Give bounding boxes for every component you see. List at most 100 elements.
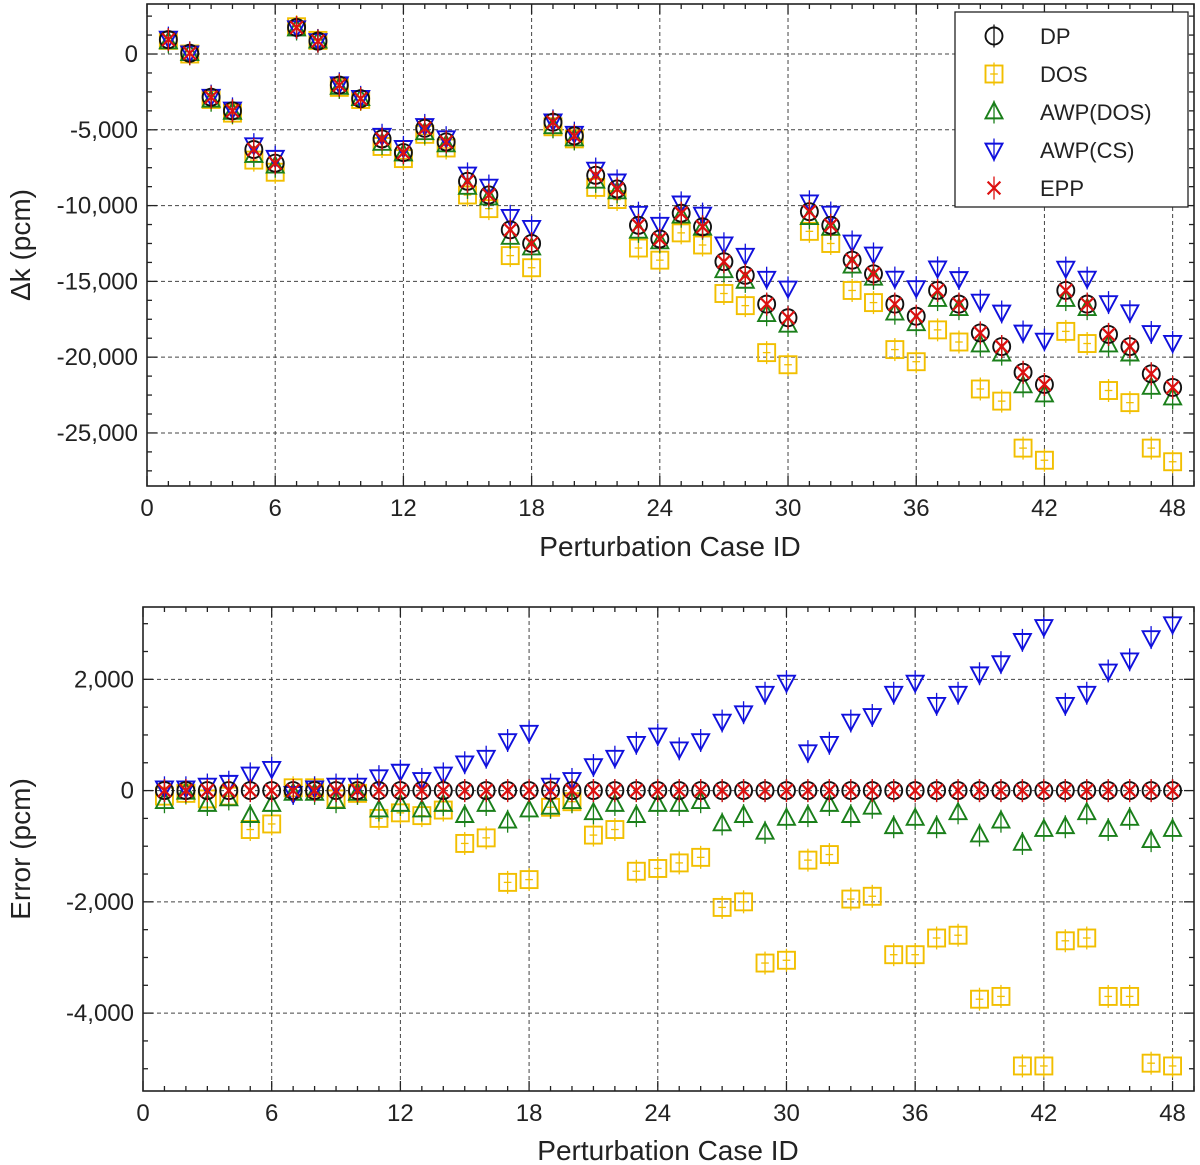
- legend-label: AWP(CS): [1040, 138, 1135, 163]
- data-point-awp-dos-: [240, 804, 261, 828]
- axis-ticks: [146, 4, 1195, 486]
- data-point-epp: [822, 779, 837, 803]
- data-point-epp: [994, 335, 1009, 359]
- data-point-awp-cs-: [840, 709, 861, 733]
- data-point-dos: [798, 848, 818, 872]
- data-point-epp: [371, 779, 387, 803]
- data-point-epp: [1058, 779, 1073, 803]
- data-point-dos: [669, 851, 689, 875]
- data-point-awp-dos-: [776, 806, 797, 830]
- data-point-epp: [802, 200, 817, 224]
- x-tick-label: 18: [516, 1100, 543, 1127]
- data-point-awp-dos-: [411, 798, 432, 822]
- y-tick-label: 0: [121, 778, 134, 805]
- data-point-dos: [884, 943, 904, 967]
- data-point-awp-dos-: [840, 804, 861, 828]
- data-point-epp: [545, 110, 561, 134]
- data-point-awp-cs-: [905, 670, 926, 694]
- legend-label: DOS: [1040, 62, 1088, 87]
- data-point-epp: [310, 29, 326, 53]
- y-tick-label: 2,000: [74, 666, 134, 693]
- data-point-awp-cs-: [777, 276, 799, 300]
- x-tick-label: 0: [140, 495, 153, 522]
- legend-marker: [986, 176, 1002, 200]
- data-point-dos: [885, 338, 905, 362]
- data-point-awp-dos-: [1055, 815, 1076, 839]
- data-point-epp: [1101, 779, 1116, 803]
- data-point-epp: [759, 292, 774, 316]
- data-point-epp: [328, 779, 344, 803]
- data-point-epp: [1037, 372, 1052, 396]
- data-point-dos: [1098, 984, 1118, 1008]
- data-point-awp-cs-: [1119, 648, 1140, 672]
- data-point-awp-dos-: [1098, 818, 1119, 842]
- data-point-dos: [735, 294, 755, 318]
- data-point-epp: [909, 304, 924, 328]
- data-point-epp: [564, 779, 580, 803]
- data-point-epp: [1101, 322, 1116, 346]
- data-point-epp: [588, 163, 603, 187]
- data-point-dos: [1056, 319, 1076, 343]
- x-tick-label: 36: [902, 1100, 929, 1127]
- data-point-epp: [1036, 779, 1052, 803]
- data-point-epp: [887, 292, 903, 316]
- data-point-epp: [1080, 292, 1095, 316]
- data-point-dos: [842, 278, 862, 302]
- data-point-dos: [778, 353, 798, 377]
- data-point-awp-cs-: [756, 266, 777, 290]
- x-tick-label: 48: [1159, 495, 1186, 522]
- data-point-dos: [819, 843, 839, 867]
- data-point-dos: [970, 377, 990, 401]
- data-point-awp-cs-: [776, 670, 797, 694]
- y-tick-label: -4,000: [66, 1000, 134, 1027]
- data-point-epp: [695, 215, 710, 239]
- data-point-awp-dos-: [1033, 818, 1054, 842]
- legend-marker: [983, 100, 1005, 124]
- y-axis-label: Error (pcm): [5, 778, 36, 920]
- data-point-dos: [583, 823, 603, 847]
- data-markers: [154, 612, 1183, 1078]
- data-point-dos: [1099, 379, 1118, 403]
- data-point-dos: [1163, 1054, 1183, 1078]
- legend-label: DP: [1040, 24, 1071, 49]
- data-point-epp: [714, 779, 730, 803]
- data-point-epp: [203, 85, 219, 109]
- legend-marker: [984, 24, 1004, 48]
- legend-marker: [983, 138, 1005, 162]
- data-point-awp-cs-: [1034, 328, 1055, 352]
- data-point-awp-cs-: [604, 745, 625, 769]
- data-point-dos: [455, 831, 475, 855]
- x-axis-label: Perturbation Case ID: [537, 1135, 798, 1165]
- data-point-awp-cs-: [1077, 266, 1098, 290]
- x-tick-label: 36: [903, 495, 930, 522]
- data-point-epp: [353, 87, 368, 111]
- data-point-awp-dos-: [368, 798, 390, 822]
- x-tick-label: 0: [136, 1100, 149, 1127]
- data-point-epp: [607, 779, 623, 803]
- data-point-epp: [779, 779, 794, 803]
- data-point-awp-dos-: [518, 798, 540, 822]
- data-point-epp: [374, 127, 390, 151]
- data-point-dos: [1120, 984, 1140, 1008]
- data-point-awp-cs-: [754, 681, 776, 705]
- y-axis-label: Δk (pcm): [5, 189, 36, 301]
- data-point-epp: [221, 779, 236, 803]
- data-point-dos: [1034, 1054, 1054, 1078]
- data-point-dos: [862, 884, 882, 908]
- x-tick-label: 42: [1031, 1100, 1058, 1127]
- data-point-epp: [738, 263, 753, 287]
- data-point-awp-dos-: [1012, 831, 1033, 855]
- data-point-epp: [268, 151, 283, 175]
- data-point-awp-cs-: [647, 723, 668, 747]
- data-point-awp-cs-: [1033, 614, 1054, 638]
- grid-lines: [143, 607, 1194, 1091]
- data-point-dos: [498, 870, 518, 894]
- data-point-epp: [650, 779, 665, 803]
- data-point-dos: [1077, 332, 1097, 356]
- data-point-epp: [246, 138, 261, 162]
- data-point-epp: [1143, 779, 1159, 803]
- data-point-epp: [332, 73, 347, 97]
- data-point-dos: [648, 856, 668, 880]
- data-point-awp-dos-: [626, 804, 647, 828]
